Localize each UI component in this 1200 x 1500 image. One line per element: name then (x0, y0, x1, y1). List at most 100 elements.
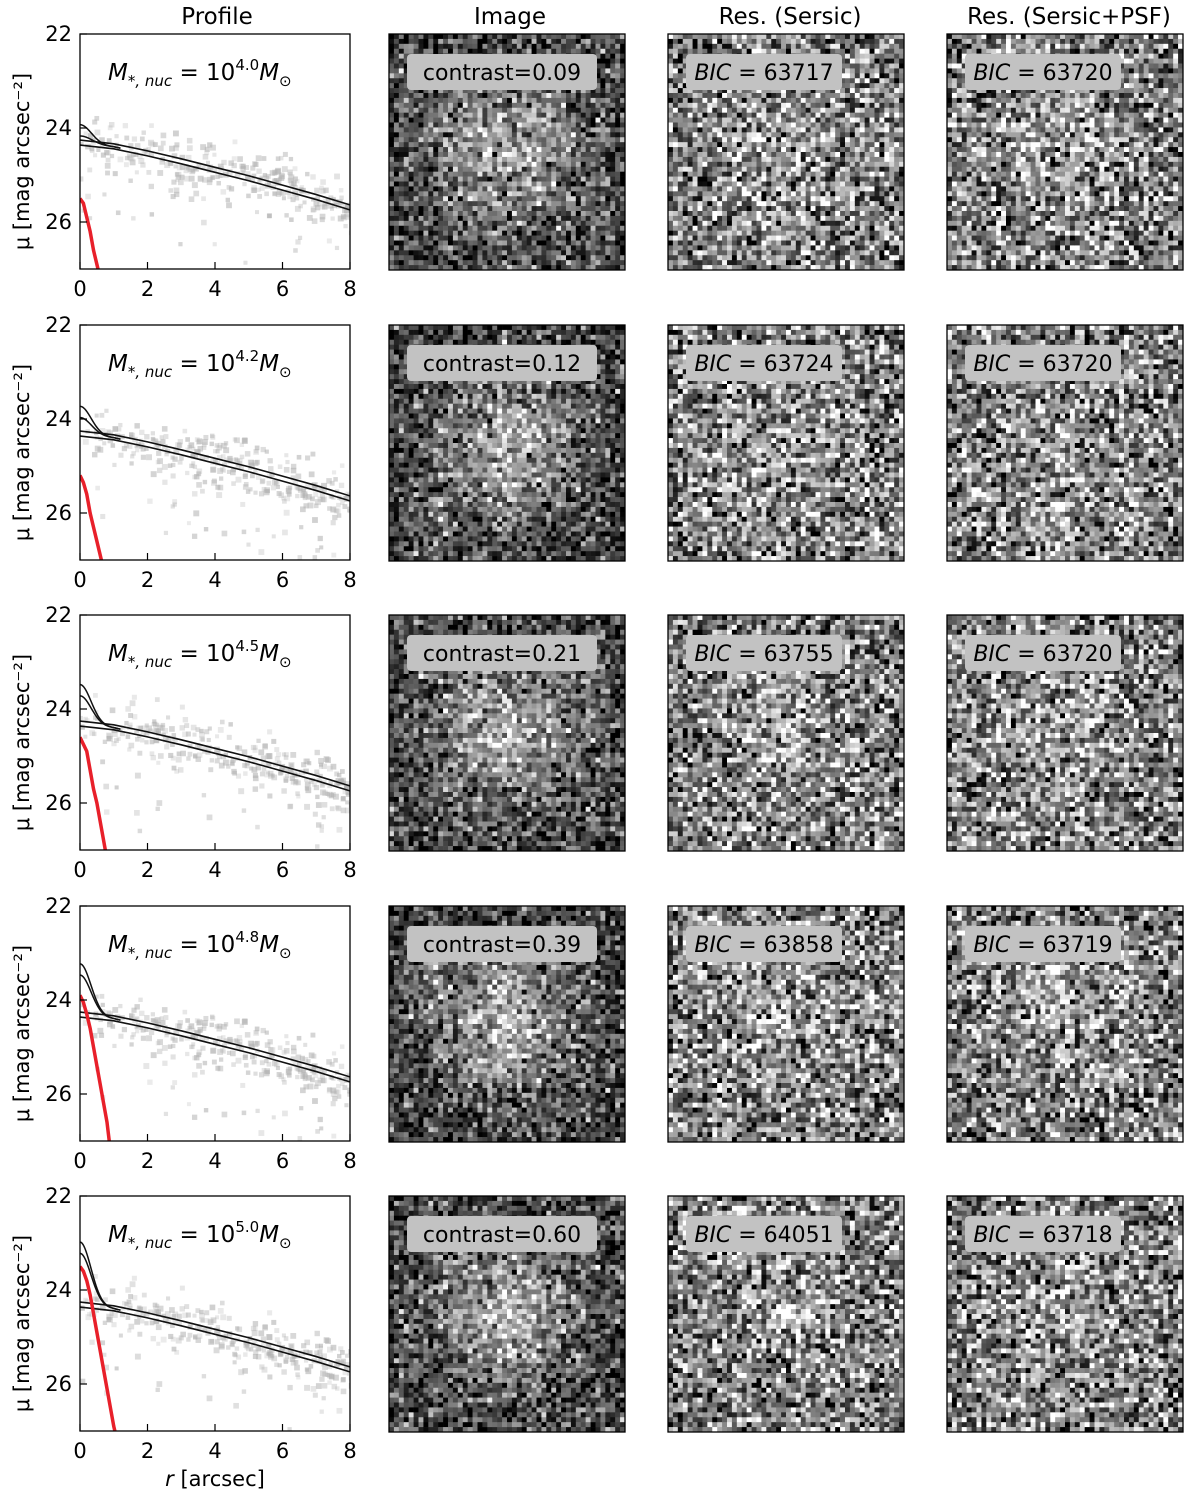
image-pixel (795, 107, 802, 113)
image-pixel (712, 235, 718, 241)
image-pixel (727, 161, 733, 168)
image-pixel (874, 255, 880, 261)
data-point (347, 208, 350, 214)
image-pixel (786, 156, 792, 163)
image-pixel (815, 117, 821, 123)
image-pixel (741, 107, 747, 113)
image-pixel (408, 34, 414, 40)
image-pixel (889, 58, 895, 64)
data-point (293, 176, 298, 182)
image-pixel (672, 132, 679, 138)
image-pixel (595, 73, 601, 79)
image-pixel (570, 250, 577, 256)
image-pixel (825, 191, 831, 197)
image-pixel (487, 191, 493, 197)
image-pixel (849, 206, 856, 212)
image-pixel (393, 112, 400, 118)
image-pixel (810, 196, 816, 202)
image-pixel (746, 166, 752, 172)
image-pixel (741, 250, 747, 256)
image-pixel (672, 211, 679, 217)
image-pixel (899, 78, 905, 84)
image-pixel (482, 142, 488, 148)
image-pixel (443, 137, 449, 143)
image-pixel (756, 122, 762, 128)
image-pixel (521, 240, 527, 246)
image-pixel (605, 83, 611, 89)
image-pixel (472, 171, 478, 177)
image-pixel (580, 112, 586, 118)
image-pixel (605, 53, 611, 59)
image-pixel (845, 152, 851, 158)
image-pixel (697, 152, 703, 158)
image-pixel (859, 68, 865, 74)
image-pixel (418, 245, 424, 251)
image-pixel (536, 152, 542, 158)
image-pixel (546, 196, 552, 202)
image-pixel (947, 102, 953, 109)
image-pixel (835, 112, 841, 118)
image-pixel (835, 245, 841, 251)
image-pixel (472, 260, 478, 266)
image-pixel (605, 265, 611, 271)
image-pixel (467, 230, 473, 236)
image-pixel (776, 215, 782, 222)
image-pixel (610, 97, 616, 104)
image-pixel (448, 166, 454, 172)
image-pixel (531, 166, 537, 172)
image-pixel (482, 107, 488, 113)
image-pixel (786, 43, 792, 50)
image-pixel (830, 34, 836, 40)
image-pixel (541, 230, 547, 236)
image-pixel (408, 211, 414, 217)
image-pixel (443, 142, 449, 148)
image-pixel (536, 265, 542, 271)
image-pixel (776, 235, 782, 241)
image-pixel (805, 132, 811, 138)
image-pixel (600, 142, 606, 148)
image-pixel (697, 142, 703, 148)
image-pixel (556, 235, 562, 241)
image-pixel (677, 117, 684, 123)
image-pixel (697, 191, 703, 197)
image-pixel (467, 107, 473, 113)
image-pixel (722, 191, 728, 197)
image-pixel (497, 88, 503, 94)
image-pixel (717, 235, 723, 241)
data-point (171, 179, 177, 185)
image-pixel (845, 88, 851, 94)
image-pixel (462, 245, 468, 251)
image-pixel (947, 53, 953, 59)
image-pixel (781, 176, 787, 182)
image-pixel (492, 127, 498, 133)
image-pixel (531, 196, 537, 202)
image-pixel (448, 112, 454, 118)
image-pixel (389, 107, 395, 113)
image-pixel (497, 196, 503, 202)
image-pixel (585, 147, 591, 153)
image-pixel (615, 48, 621, 54)
image-pixel (702, 147, 708, 153)
image-pixel (403, 137, 409, 143)
image-pixel (403, 78, 409, 84)
image-pixel (756, 152, 762, 158)
image-pixel (566, 112, 572, 118)
image-pixel (605, 260, 611, 266)
image-pixel (717, 245, 723, 251)
image-pixel (497, 181, 503, 187)
image-pixel (610, 38, 616, 45)
image-pixel (600, 122, 606, 128)
image-pixel (502, 147, 508, 153)
image-pixel (418, 97, 424, 104)
image-pixel (585, 122, 591, 128)
image-pixel (815, 245, 821, 251)
image-pixel (746, 255, 752, 261)
image-pixel (610, 255, 616, 261)
data-point (80, 141, 84, 146)
image-pixel (736, 156, 743, 163)
image-pixel (443, 43, 449, 50)
image-pixel (541, 102, 547, 109)
image-pixel (620, 245, 626, 251)
image-pixel (423, 265, 429, 271)
image-pixel (849, 127, 856, 133)
